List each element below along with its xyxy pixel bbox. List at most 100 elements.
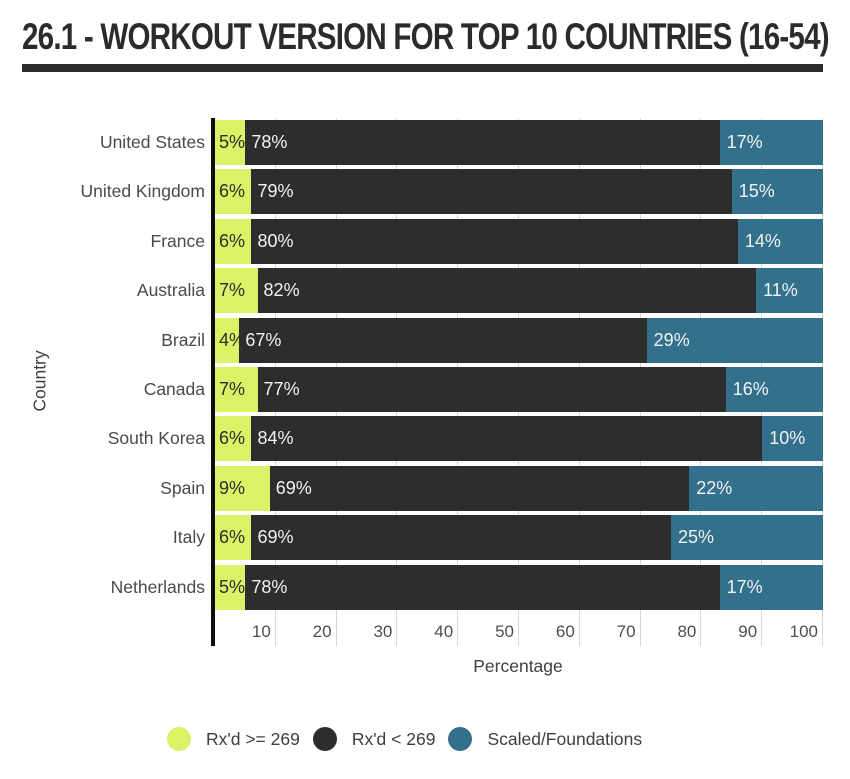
bar-value-label: 7%	[219, 379, 246, 399]
bar-segment-rx-d-269: 6%	[215, 169, 252, 215]
bar-value-label: 78%	[251, 576, 288, 597]
bar-row-brazil: 4% 67% 29%	[215, 317, 823, 363]
bar-value-label: 5%	[219, 132, 246, 152]
category-label-brazil: Brazil	[161, 329, 205, 350]
x-tick-label-40: 40	[434, 622, 454, 641]
bar-row-united-kingdom: 6% 79% 15%	[215, 169, 823, 215]
bar-segment-rx-d-269: 79%	[251, 169, 732, 215]
legend-swatch-icon	[448, 727, 473, 751]
bar-segment-rx-d-269: 82%	[257, 268, 757, 314]
category-label-australia: Australia	[136, 280, 205, 301]
bar-value-label: 16%	[732, 379, 769, 399]
legend-label: Rx'd >= 269	[206, 728, 300, 749]
legend-item-rx-d-269: Rx'd < 269	[312, 727, 435, 751]
bar-row-australia: 7% 82% 11%	[215, 268, 823, 314]
bar-segment-scaled-foundations: 25%	[670, 515, 823, 561]
bar-row-netherlands: 5% 78% 17%	[215, 564, 823, 610]
category-label-italy: Italy	[172, 527, 205, 548]
category-label-france: France	[150, 230, 205, 251]
legend-item-rx-d-269: Rx'd >= 269	[167, 727, 300, 751]
plot-area: 5% 78% 17% 6% 79% 15% 6% 80% 14% 7% 82% 11% 4% 67% 29%…	[215, 118, 823, 646]
category-label-united-kingdom: United Kingdom	[80, 181, 205, 202]
bar-value-label: 67%	[245, 329, 282, 350]
x-tick-label-60: 60	[555, 622, 575, 641]
bar-value-label: 5%	[219, 576, 246, 597]
bar-segment-scaled-foundations: 14%	[737, 218, 823, 264]
x-axis-title: Percentage	[473, 656, 563, 676]
legend-item-scaled-foundations: Scaled/Foundations	[448, 727, 642, 751]
bar-segment-scaled-foundations: 22%	[689, 465, 823, 511]
x-tick-label-90: 90	[738, 622, 758, 641]
bar-segment-rx-d-269: 69%	[269, 465, 690, 511]
bar-segment-rx-d-269: 6%	[215, 515, 252, 561]
bar-segment-scaled-foundations: 16%	[725, 367, 823, 412]
bar-segment-rx-d-269: 5%	[215, 564, 246, 610]
bar-segment-rx-d-269: 78%	[245, 120, 720, 165]
bar-value-label: 17%	[726, 576, 763, 597]
bar-value-label: 80%	[257, 230, 294, 251]
chart-title: 26.1 - WORKOUT VERSION FOR TOP 10 COUNTR…	[22, 16, 830, 57]
bar-value-label: 6%	[219, 181, 246, 202]
bar-segment-rx-d-269: 67%	[239, 317, 647, 363]
bar-value-label: 10%	[769, 428, 806, 449]
title-underline	[22, 64, 823, 72]
x-tick-label-70: 70	[616, 622, 636, 641]
legend: Rx'd >= 269 Rx'd < 269 Scaled/Foundations	[167, 727, 655, 751]
bar-segment-rx-d-269: 84%	[251, 416, 763, 462]
bar-value-label: 79%	[257, 181, 294, 202]
bar-segment-scaled-foundations: 29%	[646, 317, 823, 363]
legend-swatch-icon	[312, 727, 337, 751]
bar-value-label: 14%	[744, 230, 781, 251]
x-tick-label-50: 50	[495, 622, 514, 641]
bar-value-label: 7%	[219, 280, 246, 301]
category-label-united-states: United States	[99, 132, 205, 152]
bar-segment-scaled-foundations: 11%	[756, 268, 823, 314]
bar-segment-rx-d-269: 77%	[257, 367, 726, 412]
legend-label: Scaled/Foundations	[487, 728, 643, 749]
bar-value-label: 6%	[219, 527, 246, 548]
bar-segment-scaled-foundations: 10%	[762, 416, 823, 462]
bar-segment-rx-d-269: 9%	[215, 465, 270, 511]
bar-segment-scaled-foundations: 17%	[719, 564, 823, 610]
category-label-spain: Spain	[160, 477, 205, 498]
bar-value-label: 82%	[263, 280, 300, 301]
bar-segment-rx-d-269: 7%	[215, 367, 258, 412]
category-label-netherlands: Netherlands	[110, 576, 205, 597]
bar-segment-rx-d-269: 6%	[215, 218, 252, 264]
bar-value-label: 69%	[257, 527, 294, 548]
bar-segment-rx-d-269: 80%	[251, 218, 738, 264]
bar-segment-rx-d-269: 78%	[245, 564, 720, 610]
bar-value-label: 84%	[257, 428, 294, 449]
bar-segment-scaled-foundations: 17%	[719, 120, 823, 165]
category-label-canada: Canada	[143, 379, 205, 399]
bar-segment-rx-d-269: 5%	[215, 120, 246, 165]
bar-value-label: 77%	[263, 379, 300, 399]
bar-value-label: 11%	[763, 280, 798, 301]
bar-row-italy: 6% 69% 25%	[215, 515, 823, 561]
x-tick-label-100: 100	[789, 622, 818, 641]
bar-row-united-states: 5% 78% 17%	[215, 120, 823, 165]
bar-segment-rx-d-269: 4%	[215, 317, 245, 363]
bar-segment-scaled-foundations: 15%	[731, 169, 823, 215]
legend-swatch-icon	[167, 727, 191, 751]
x-tick-label-30: 30	[373, 622, 393, 641]
bar-value-label: 69%	[275, 477, 312, 498]
x-tick-label-20: 20	[312, 622, 332, 641]
bar-value-label: 22%	[696, 477, 733, 498]
bar-value-label: 6%	[219, 230, 246, 251]
bar-segment-rx-d-269: 6%	[215, 416, 252, 462]
bar-row-france: 6% 80% 14%	[215, 218, 823, 264]
bar-row-canada: 7% 77% 16%	[215, 367, 823, 412]
bar-row-spain: 9% 69% 22%	[215, 465, 823, 511]
x-tick-label-10: 10	[251, 622, 271, 641]
bar-value-label: 17%	[726, 132, 763, 152]
x-tick-label-80: 80	[677, 622, 697, 641]
bar-value-label: 9%	[219, 477, 246, 498]
bar-value-label: 4%	[219, 329, 246, 350]
bar-segment-rx-d-269: 7%	[215, 268, 258, 314]
y-axis-line	[211, 118, 215, 646]
bar-value-label: 15%	[738, 181, 775, 202]
bar-value-label: 78%	[251, 132, 288, 152]
bar-row-south-korea: 6% 84% 10%	[215, 416, 823, 462]
